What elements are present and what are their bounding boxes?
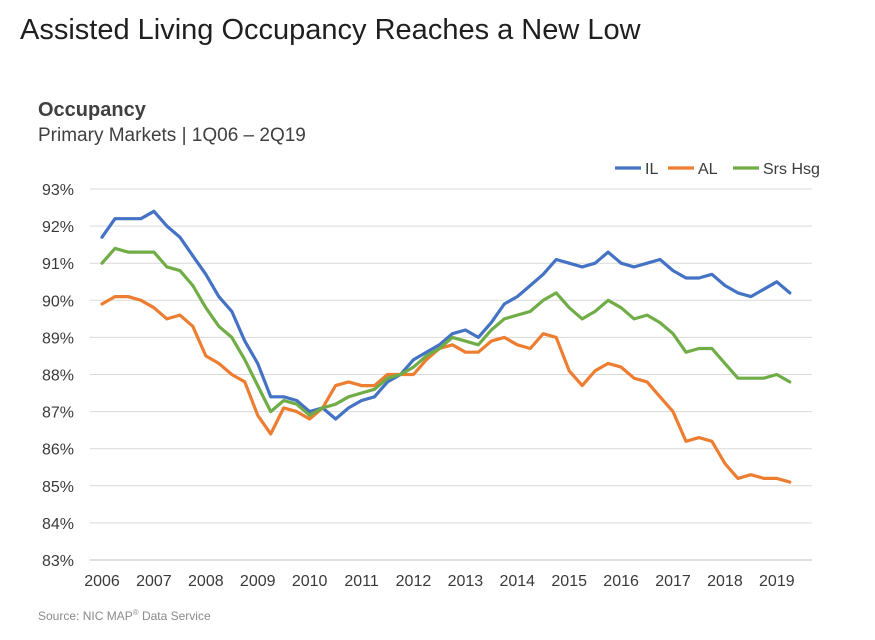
series-line-il xyxy=(100,209,792,421)
x-tick-label: 2014 xyxy=(499,573,535,590)
y-tick-label: 93% xyxy=(42,182,74,199)
x-tick-label: 2017 xyxy=(655,573,691,590)
legend-label-il: IL xyxy=(645,161,658,178)
series-line-srs-hsg xyxy=(100,246,792,417)
y-tick-label: 91% xyxy=(42,256,74,273)
x-tick-label: 2018 xyxy=(707,573,743,590)
y-tick-label: 86% xyxy=(42,442,74,459)
y-tick-label: 84% xyxy=(42,516,74,533)
page-title: Assisted Living Occupancy Reaches a New … xyxy=(20,14,641,46)
chart-subtitle: Primary Markets | 1Q06 – 2Q19 xyxy=(38,125,306,146)
registered-mark: ® xyxy=(132,608,139,617)
y-tick-label: 89% xyxy=(42,330,74,347)
x-tick-label: 2019 xyxy=(759,573,795,590)
x-tick-label: 2013 xyxy=(448,573,484,590)
series-line-al xyxy=(100,295,792,484)
y-tick-label: 85% xyxy=(42,479,74,496)
source-suffix: Data Service xyxy=(138,609,211,623)
y-tick-label: 83% xyxy=(42,553,74,570)
x-tick-label: 2009 xyxy=(240,573,276,590)
x-tick-label: 2007 xyxy=(136,573,172,590)
x-tick-label: 2015 xyxy=(551,573,587,590)
y-tick-label: 88% xyxy=(42,368,74,385)
y-tick-label: 87% xyxy=(42,405,74,422)
x-tick-label: 2011 xyxy=(344,573,379,590)
legend-label-srs-hsg: Srs Hsg xyxy=(763,161,820,178)
x-tick-label: 2006 xyxy=(84,573,120,590)
source-note: Source: NIC MAP® Data Service xyxy=(38,608,211,623)
x-tick-label: 2008 xyxy=(188,573,224,590)
chart-subtitle-bold: Occupancy xyxy=(38,99,146,121)
x-tick-label: 2012 xyxy=(396,573,432,590)
y-tick-label: 92% xyxy=(42,219,74,236)
source-prefix: Source: NIC MAP xyxy=(38,609,133,623)
y-tick-label: 90% xyxy=(42,293,74,310)
x-tick-label: 2016 xyxy=(603,573,639,590)
x-tick-label: 2010 xyxy=(292,573,328,590)
legend-label-al: AL xyxy=(698,161,718,178)
